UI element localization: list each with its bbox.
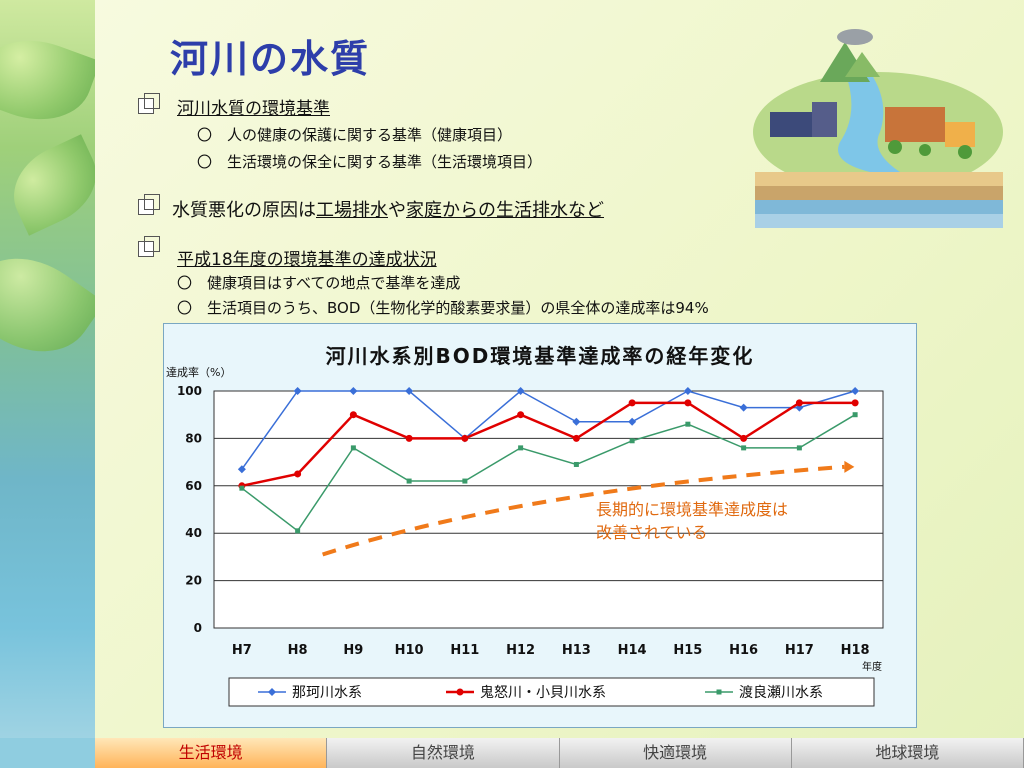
tab-living-environment[interactable]: 生活環境 <box>95 738 328 768</box>
section2-underline-2: 家庭からの生活排水など <box>406 200 604 221</box>
section1-item: 〇 人の健康の保護に関する基準（健康項目） <box>197 126 513 144</box>
trend-annotation-line2: 改善されている <box>596 523 708 542</box>
checkbox-bullet <box>138 236 160 257</box>
trend-annotation: 長期的に環境基準達成度は 改善されている <box>596 498 788 544</box>
tab-comfortable-environment[interactable]: 快適環境 <box>559 738 792 768</box>
section3-heading: 平成18年度の環境基準の達成状況 <box>177 250 437 270</box>
section3-item: 〇 健康項目はすべての地点で基準を達成 <box>177 274 461 292</box>
tab-global-environment[interactable]: 地球環境 <box>791 738 1024 768</box>
section2-text: 水質悪化の原因は工場排水や家庭からの生活排水など <box>172 196 604 222</box>
bottom-tab-bar: 生活環境 自然環境 快適環境 地球環境 <box>95 738 1024 768</box>
trend-annotation-line1: 長期的に環境基準達成度は <box>596 500 789 519</box>
river-illustration <box>753 29 1003 228</box>
leaf-decoration <box>0 233 105 377</box>
chart-title: 河川水系別BOD環境基準達成率の経年変化 <box>325 344 755 368</box>
section2-underline-1: 工場排水 <box>316 200 388 221</box>
leaf-decoration <box>0 23 101 137</box>
section1-heading: 河川水質の環境基準 <box>177 99 330 119</box>
leaf-decoration <box>0 134 111 236</box>
checkbox-bullet <box>138 93 160 114</box>
checkbox-bullet <box>138 194 160 215</box>
section1-item: 〇 生活環境の保全に関する基準（生活環境項目） <box>197 153 543 171</box>
decorative-leaf-strip <box>0 0 111 738</box>
page-title: 河川の水質 <box>170 37 371 81</box>
section2-mid: や <box>388 200 406 221</box>
chart-container: 河川水系別BOD環境基準達成率の経年変化 <box>163 323 917 728</box>
tab-natural-environment[interactable]: 自然環境 <box>327 738 560 768</box>
section2-prefix: 水質悪化の原因は <box>172 200 316 221</box>
section3-item: 〇 生活項目のうち、BOD（生物化学的酸素要求量）の県全体の達成率は94% <box>177 299 709 317</box>
bottom-left-strip <box>0 738 95 768</box>
